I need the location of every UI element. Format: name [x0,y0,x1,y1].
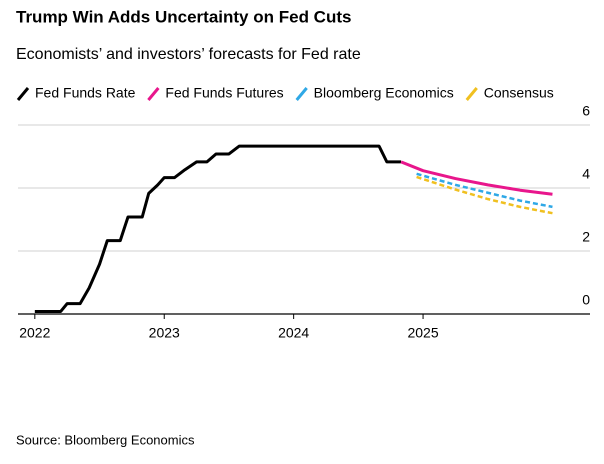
series-line [416,175,553,215]
x-tick-label: 2024 [278,325,309,341]
x-tick-label: 2025 [407,325,438,341]
x-tick-label: 2023 [149,325,180,341]
legend-swatch [16,87,30,101]
y-tick-label: 0 [582,292,590,308]
legend-label: Fed Funds Rate [35,85,136,101]
legend-swatch [295,87,308,101]
series-line [400,160,553,196]
chart-subtitle: Economists’ and investors’ forecasts for… [16,46,361,63]
y-tick-label: 4 [582,166,590,182]
series-line [416,172,553,209]
legend-swatch [465,87,478,101]
y-tick-label: 6 [582,103,590,119]
x-tick-label: 2022 [19,325,50,341]
legend-label: Fed Funds Futures [165,85,283,101]
chart-title: Trump Win Adds Uncertainty on Fed Cuts [16,7,351,26]
legend-label: Consensus [484,85,554,101]
legend-label: Bloomberg Economics [314,85,454,101]
source: Source: Bloomberg Economics [16,432,195,447]
y-tick-label: 2 [582,229,590,245]
legend-swatch [147,87,160,101]
series-line [34,144,402,313]
